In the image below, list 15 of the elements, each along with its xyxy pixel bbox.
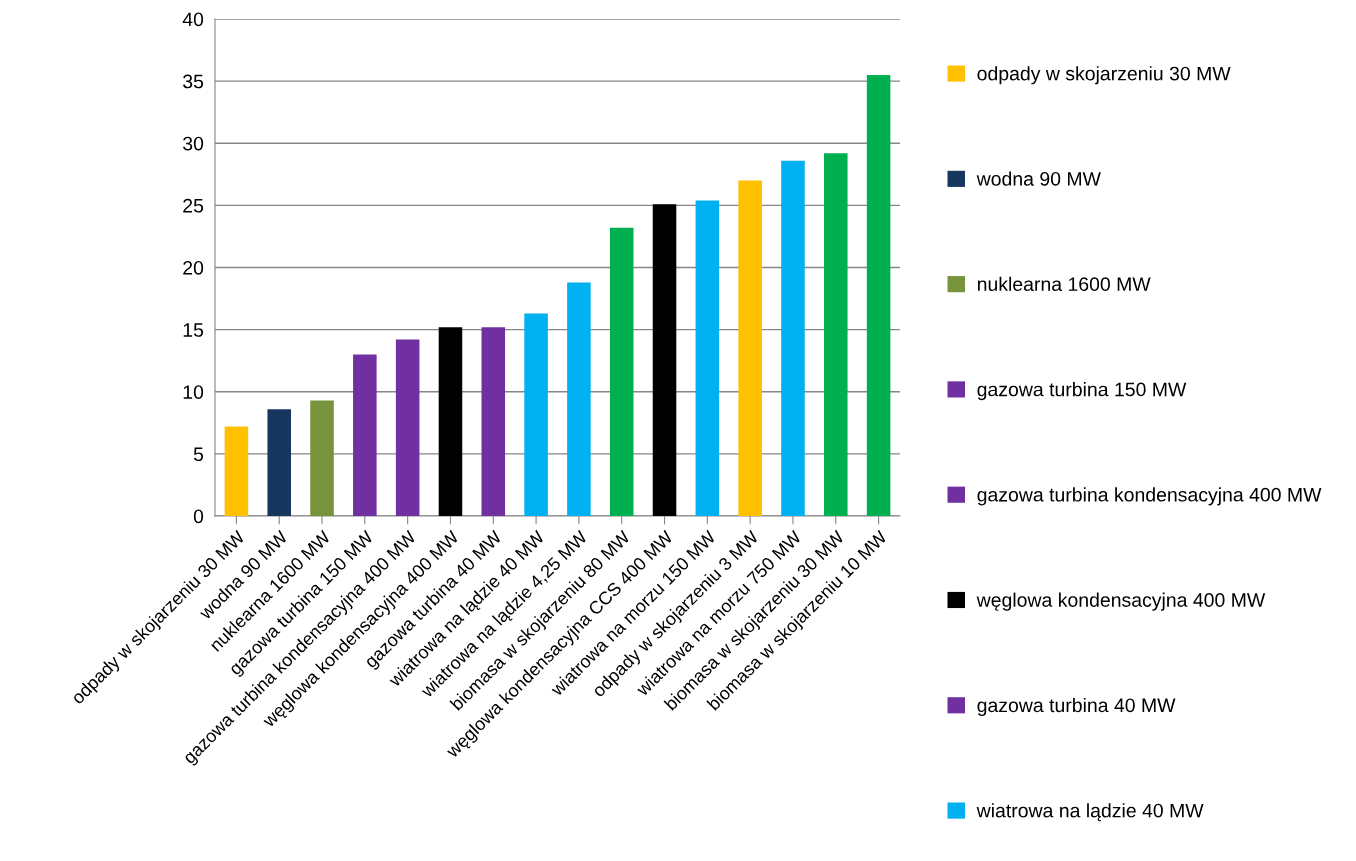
y-tick-label: 40 (182, 12, 204, 27)
legend-label: wodna 90 MW (976, 171, 1101, 186)
y-tick-label: 0 (193, 509, 204, 524)
y-tick-label: 5 (193, 447, 204, 462)
y-tick-label: 20 (183, 260, 204, 275)
legend-label: nuklearna 1600 MW (977, 276, 1151, 292)
y-tick-label: 30 (183, 136, 204, 151)
y-tick-label: 15 (183, 323, 204, 337)
legend-label: gazowa turbina kondensacyjna 400 MW (977, 487, 1322, 506)
y-tick-label: 25 (183, 198, 204, 213)
legend-label: wiatrowa na lądzie 40 MW (976, 803, 1204, 822)
y-tick-label: 35 (183, 74, 204, 89)
y-tick-label: 10 (183, 385, 204, 399)
legend-label: gazowa turbina 150 MW (977, 382, 1187, 401)
legend-label: odpady w skojarzeniu 30 MW (977, 66, 1231, 85)
